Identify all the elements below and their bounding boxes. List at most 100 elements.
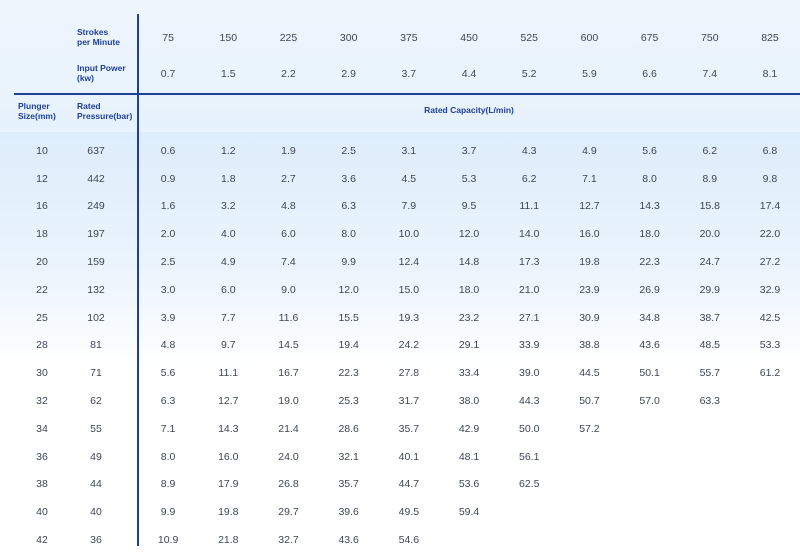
capacity-cell: 48.1 xyxy=(458,450,480,463)
rated-pressure-cell: 44 xyxy=(90,478,102,491)
capacity-cell: 38.8 xyxy=(579,339,600,352)
capacity-cell: 11.1 xyxy=(519,200,540,213)
capacity-cell: 0.6 xyxy=(160,144,176,157)
capacity-cell: 9.9 xyxy=(341,256,356,269)
capacity-cell: 22.0 xyxy=(759,228,781,241)
capacity-cell: 11.1 xyxy=(218,367,239,380)
power-value: 7.4 xyxy=(702,68,718,80)
capacity-cell: 7.4 xyxy=(281,256,296,269)
plunger-size-cell: 32 xyxy=(36,395,48,408)
power-value: 3.7 xyxy=(401,68,417,80)
capacity-cell: 27.1 xyxy=(519,311,540,324)
capacity-cell: 6.3 xyxy=(160,395,176,408)
capacity-cell: 3.9 xyxy=(160,311,176,324)
capacity-cell: 39.0 xyxy=(519,367,540,380)
rated-pressure-cell: 81 xyxy=(90,339,102,352)
strokes-value: 675 xyxy=(640,32,659,44)
capacity-cell: 8.0 xyxy=(341,228,356,241)
capacity-cell: 2.5 xyxy=(341,144,356,157)
rated-pressure-cell: 49 xyxy=(90,450,102,463)
rated-capacity-title: Rated Capacity(L/min) xyxy=(424,105,514,115)
capacity-cell: 12.7 xyxy=(218,395,239,408)
capacity-cell: 1.9 xyxy=(281,144,296,157)
capacity-cell: 57.0 xyxy=(639,395,660,408)
capacity-cell: 62.5 xyxy=(519,478,540,491)
input-power-label: Input Power (kw) xyxy=(77,63,126,83)
capacity-cell: 29.9 xyxy=(699,283,720,296)
capacity-cell xyxy=(740,506,800,518)
power-value: 5.9 xyxy=(582,68,597,80)
table-row: 36 49 8.0 16.0 24.0 32.1 40.1 48.1 56.1 xyxy=(0,443,800,471)
capacity-cell xyxy=(680,534,740,546)
capacity-cell: 16.0 xyxy=(579,228,600,241)
capacity-cell: 24.7 xyxy=(699,256,720,269)
capacity-cell xyxy=(740,534,800,546)
header-divider xyxy=(14,93,800,95)
capacity-cell: 19.8 xyxy=(218,506,239,519)
capacity-cell: 2.7 xyxy=(281,172,296,185)
capacity-cell xyxy=(620,478,680,490)
capacity-cell: 57.2 xyxy=(579,422,600,435)
capacity-cell: 0.9 xyxy=(160,172,176,185)
rated-pressure-cell: 71 xyxy=(90,367,102,380)
capacity-cell: 3.0 xyxy=(160,283,176,296)
capacity-cell: 27.8 xyxy=(398,367,420,380)
power-values-row: 0.7 1.5 2.2 2.9 3.7 4.4 5.2 5.9 6.6 7.4 8.1 xyxy=(138,66,800,82)
capacity-cell: 23.9 xyxy=(579,283,600,296)
capacity-cell: 15.5 xyxy=(338,311,359,324)
capacity-cell xyxy=(740,478,800,490)
capacity-cell: 50.0 xyxy=(519,422,540,435)
capacity-cell: 8.9 xyxy=(160,478,176,491)
capacity-cell: 4.8 xyxy=(281,200,296,213)
capacity-cell: 10.0 xyxy=(398,228,420,241)
capacity-cell: 44.5 xyxy=(579,367,600,380)
capacity-cell: 40.1 xyxy=(398,450,420,463)
capacity-cell: 50.1 xyxy=(639,367,660,380)
strokes-value: 150 xyxy=(219,32,238,44)
capacity-cell: 7.9 xyxy=(401,200,417,213)
column-divider xyxy=(137,14,139,546)
table-row: 10 637 0.6 1.2 1.9 2.5 3.1 3.7 4.3 4.9 5.6 6.2 6.8 xyxy=(0,137,800,165)
capacity-cell: 54.6 xyxy=(398,534,420,547)
capacity-cell xyxy=(680,451,740,463)
capacity-cell: 32.1 xyxy=(338,450,359,463)
capacity-cell: 4.5 xyxy=(401,172,417,185)
capacity-cell: 14.8 xyxy=(458,256,480,269)
capacity-cell: 4.0 xyxy=(220,228,236,241)
capacity-cell: 38.0 xyxy=(458,395,480,408)
rated-pressure-cell: 55 xyxy=(90,422,102,435)
capacity-cell: 29.1 xyxy=(458,339,480,352)
capacity-cell: 14.5 xyxy=(278,339,299,352)
capacity-cell: 11.6 xyxy=(278,311,299,324)
capacity-cell: 33.4 xyxy=(458,367,480,380)
capacity-cell: 43.6 xyxy=(639,339,660,352)
capacity-cell: 3.1 xyxy=(401,144,417,157)
capacity-cell: 4.9 xyxy=(582,144,597,157)
capacity-cell: 22.3 xyxy=(639,256,660,269)
power-value: 4.4 xyxy=(461,68,477,80)
capacity-cell: 56.1 xyxy=(519,450,540,463)
capacity-cell: 7.1 xyxy=(160,422,176,435)
strokes-values-row: 75 150 225 300 375 450 525 600 675 750 825 xyxy=(138,30,800,46)
capacity-cell: 6.3 xyxy=(341,200,356,213)
capacity-cell: 34.8 xyxy=(639,311,660,324)
body-gradient-background xyxy=(0,132,800,370)
capacity-cell: 18.0 xyxy=(639,228,660,241)
capacity-cell: 18.0 xyxy=(458,283,480,296)
capacity-cell: 55.7 xyxy=(699,367,720,380)
capacity-cell xyxy=(680,478,740,490)
capacity-cell: 21.8 xyxy=(218,534,239,547)
capacity-cell xyxy=(620,534,680,546)
capacity-cell xyxy=(499,506,559,518)
capacity-cell: 24.0 xyxy=(278,450,299,463)
capacity-cell: 7.1 xyxy=(582,172,597,185)
capacity-cell: 9.0 xyxy=(281,283,296,296)
plunger-size-cell: 40 xyxy=(36,506,48,519)
capacity-cell xyxy=(559,506,619,518)
capacity-cell xyxy=(439,534,499,546)
capacity-cell: 6.0 xyxy=(220,283,236,296)
strokes-value: 225 xyxy=(279,32,298,44)
strokes-value: 600 xyxy=(580,32,599,44)
capacity-cell: 23.2 xyxy=(458,311,480,324)
capacity-cell: 14.0 xyxy=(519,228,540,241)
